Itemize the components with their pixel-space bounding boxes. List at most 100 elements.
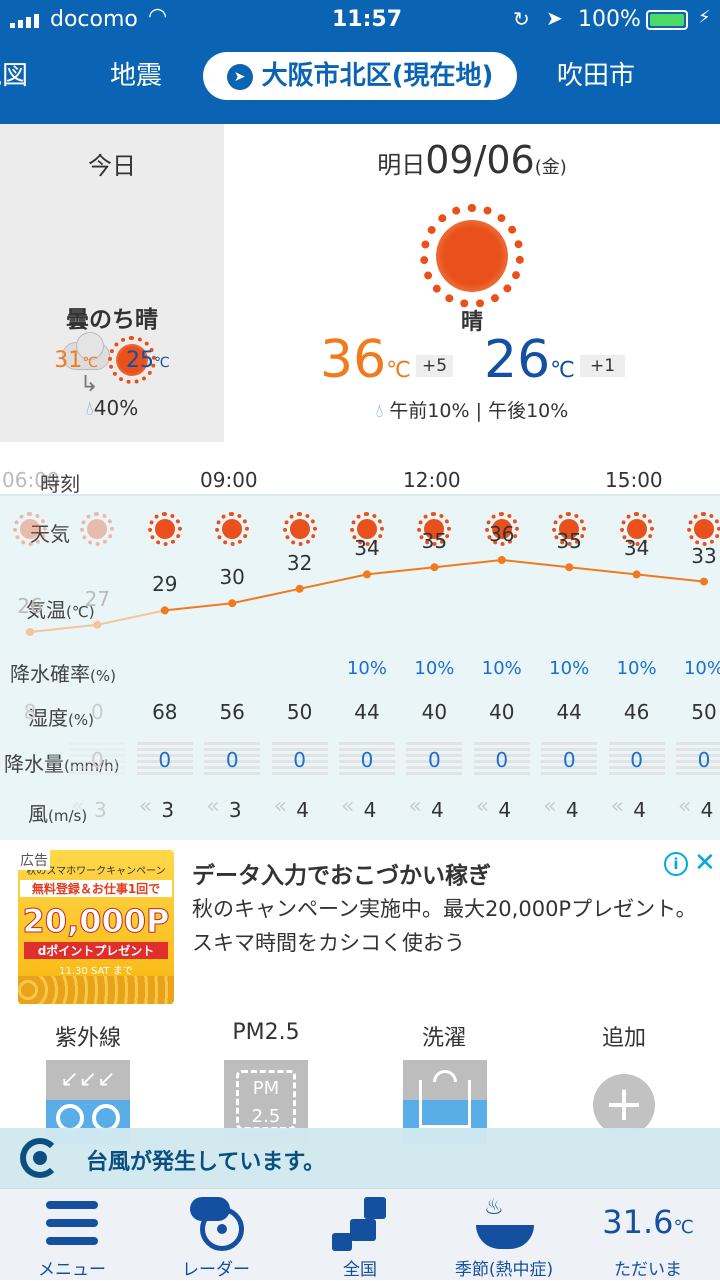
hour-wind: 3 xyxy=(161,798,175,822)
current-temp: 31.6℃ xyxy=(576,1203,720,1241)
today-high: 31 xyxy=(54,348,83,373)
hour-temp: 35 xyxy=(556,529,582,554)
tomorrow-weather: 晴 xyxy=(460,310,483,335)
hour-precip: 0 xyxy=(91,748,104,772)
tab-weather-map[interactable]: 気図 xyxy=(0,61,29,91)
hourly-forecast[interactable]: 06:00 時刻 09:00 12:00 15:00 天気 気温(℃) 降水確率… xyxy=(0,442,720,840)
ad-image-sub: 無料登録＆お仕事1回で xyxy=(20,880,172,897)
current-temp-unit: ℃ xyxy=(673,1217,694,1238)
hour-rain-chance: 10% xyxy=(549,658,590,679)
hour-precip-bar xyxy=(406,742,463,778)
seasonal-label: 季節(熱中症) xyxy=(454,1260,554,1280)
hour-humidity: 8 xyxy=(23,700,37,724)
menu-button[interactable]: メニュー xyxy=(0,1189,144,1281)
laundry-label: 洗濯 xyxy=(421,1026,466,1051)
time-mark-1200: 12:00 xyxy=(403,468,461,492)
ad-image-coins xyxy=(18,976,174,1004)
hour-sunny-icon-core xyxy=(20,519,40,539)
hour-sunny-icon xyxy=(80,512,115,546)
wifi-icon: ◠ xyxy=(148,4,168,29)
time-header-row: 06:00 時刻 09:00 12:00 15:00 xyxy=(0,442,720,496)
temp-line-segment xyxy=(29,623,98,633)
hour-humidity: 68 xyxy=(152,700,178,724)
ad-body[interactable]: 秋のキャンペーン実施中。最大20,000Pプレゼント。スキマ時間をカシコく使おう xyxy=(192,897,697,955)
temp-line-segment xyxy=(636,573,705,583)
typhoon-alert-text: 台風が発生しています。 xyxy=(86,1150,326,1175)
hour-humidity: 0 xyxy=(91,700,104,724)
hour-sunny-icon-core xyxy=(559,519,580,539)
hour-humidity: 40 xyxy=(421,700,448,724)
temp-line-segment xyxy=(97,609,166,626)
battery-icon xyxy=(646,10,688,30)
temp-line-segment xyxy=(366,566,435,576)
hour-temp: 33 xyxy=(691,543,717,568)
hour-wind-arrow-icon: « xyxy=(206,794,220,819)
tab-earthquake[interactable]: 地震 xyxy=(110,61,163,91)
hour-sunny-icon xyxy=(687,512,720,546)
raindrop-icon: 💧︎ xyxy=(85,396,94,420)
today-title: 今日 xyxy=(88,152,136,180)
hour-sunny-icon-core xyxy=(154,519,175,539)
today-rain-chance: 40% xyxy=(93,396,139,420)
tomorrow-forecast[interactable]: 明日09/06(金) 晴 36℃ +5 26℃ +1 💧︎ 午前10% | 午後… xyxy=(224,124,720,442)
ad-banner[interactable]: 秋のスマホワークキャンペーン 無料登録＆お仕事1回で 20,000P dポイント… xyxy=(0,840,720,1010)
hour-wind-arrow-icon: « xyxy=(678,794,692,819)
wind-row-label: 風(m/s) xyxy=(28,802,88,826)
add-index-button[interactable]: + xyxy=(593,1074,655,1136)
hour-sunny-icon xyxy=(13,512,47,546)
hour-sunny-icon-core xyxy=(491,519,512,539)
bottom-tab-bar: メニュー レーダー 全国 ♨ 季節(熱中症) 31.6℃ ただいま xyxy=(0,1188,720,1280)
extra-indices: 紫外線 ↙↙↙ PM2.5 PM 2.5 洗濯 追加 + xyxy=(0,1010,720,1144)
ad-image[interactable]: 秋のスマホワークキャンペーン 無料登録＆お仕事1回で 20,000P dポイント… xyxy=(18,850,174,1004)
tab-suita[interactable]: 吹田市 xyxy=(557,61,636,91)
hour-precip-bar xyxy=(204,742,261,778)
radar-icon xyxy=(190,1197,244,1251)
temp-row-label: 気温(℃) xyxy=(26,598,95,622)
status-bar: docomo ◠ 11:57 ↻ ➤ 100% ⚡ xyxy=(0,0,720,40)
hour-humidity: 44 xyxy=(556,700,582,724)
ad-info-icon[interactable]: i xyxy=(664,852,688,876)
hour-rain-chance: 10% xyxy=(346,658,387,679)
temp-line-segment xyxy=(501,559,570,569)
hour-temp: 34 xyxy=(623,536,650,561)
hour-rain-chance: 10% xyxy=(683,658,720,679)
hour-precip-bar xyxy=(339,742,395,778)
clock: 11:57 xyxy=(332,7,403,32)
current-temp-button[interactable]: 31.6℃ ただいま xyxy=(576,1189,720,1281)
location-arrow-icon: ➤ xyxy=(226,64,253,90)
menu-icon xyxy=(46,1201,98,1245)
typhoon-alert-banner[interactable]: 台風が発生しています。 xyxy=(0,1128,720,1188)
radar-label: レーダー xyxy=(182,1260,250,1280)
ad-title[interactable]: データ入力でおこづかい稼ぎ xyxy=(192,863,491,889)
hour-sunny-icon xyxy=(350,512,384,546)
temp-point xyxy=(700,577,708,586)
hour-sunny-icon-core xyxy=(87,519,108,539)
hour-sunny-icon xyxy=(215,512,250,546)
nationwide-button[interactable]: 全国 xyxy=(288,1189,432,1281)
tomorrow-rain-am: 午前10% xyxy=(389,400,470,422)
hour-temp: 30 xyxy=(219,565,245,590)
tomorrow-high: 36 xyxy=(320,330,387,390)
ad-close-icon[interactable]: ✕ xyxy=(694,848,716,878)
hour-sunny-icon xyxy=(147,512,182,546)
hour-precip: 0 xyxy=(562,748,576,772)
hour-sunny-icon-core xyxy=(222,519,243,539)
temp-point xyxy=(565,563,574,572)
temp-point xyxy=(632,570,641,579)
temp-line-segment xyxy=(164,602,233,612)
today-forecast[interactable]: 今日 ↳ 曇のち晴 31℃ 25℃ 💧︎40% xyxy=(0,124,224,442)
ad-badge: 広告 xyxy=(18,850,50,870)
hour-precip: 0 xyxy=(428,748,441,772)
hour-rain-chance: 10% xyxy=(481,658,522,679)
radar-button[interactable]: レーダー xyxy=(144,1189,288,1281)
today-rain: 💧︎40% xyxy=(0,396,224,420)
precip-row-label: 降水量(mm/h) xyxy=(4,752,120,776)
current-temp-label: ただいま xyxy=(614,1260,682,1280)
seasonal-button[interactable]: ♨ 季節(熱中症) xyxy=(432,1189,576,1281)
hour-precip: 0 xyxy=(360,748,374,772)
time-mark-1500: 15:00 xyxy=(605,468,663,492)
hour-precip: 0 xyxy=(697,748,711,772)
hour-humidity: 50 xyxy=(286,700,313,724)
tab-current-location[interactable]: ➤ 大阪市北区(現在地) xyxy=(203,52,517,100)
temp-point xyxy=(93,620,102,629)
